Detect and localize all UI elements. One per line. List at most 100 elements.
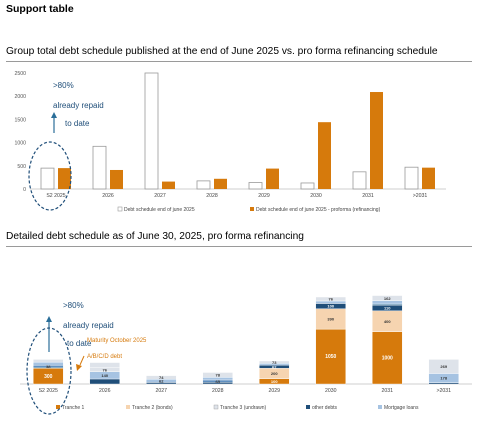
legend-swatch xyxy=(378,405,382,409)
stack-segment xyxy=(33,359,64,363)
x-tick-label: 2031 xyxy=(362,193,374,199)
bar-june-2025 xyxy=(352,171,367,190)
segment-label: 140 xyxy=(101,373,108,378)
x-tick-label: S2 2025 xyxy=(39,388,58,394)
segment-label: 65 xyxy=(216,379,221,384)
y-tick-label: 2000 xyxy=(14,94,26,100)
bar-june-2025 xyxy=(196,180,211,190)
segment-label: 76 xyxy=(329,297,334,302)
x-tick-label: 2028 xyxy=(206,193,218,199)
legend-swatch xyxy=(306,405,310,409)
segment-label: 300 xyxy=(44,374,53,380)
segment-label: 74 xyxy=(159,375,164,380)
segment-label: 200 xyxy=(271,371,278,376)
segment-label: 269 xyxy=(440,364,447,369)
annotation-pct: >80% xyxy=(53,81,74,90)
segment-label: 100 xyxy=(327,304,334,309)
y-tick-label: 500 xyxy=(17,164,26,170)
bar-june-2025 xyxy=(300,182,315,190)
segment-label: 162 xyxy=(384,296,391,301)
segment-label: 73 xyxy=(272,360,277,365)
legend-label: Tranche 3 (undrawn) xyxy=(220,405,267,411)
stack-segment xyxy=(146,375,177,380)
segment-label: 62 xyxy=(272,364,277,369)
bar-proforma xyxy=(214,178,227,189)
x-tick-label: 2026 xyxy=(102,193,114,199)
stack-segment xyxy=(372,295,403,301)
x-tick-label: >2031 xyxy=(413,193,428,199)
bar-proforma xyxy=(266,168,279,189)
annotation-dashed-ellipse xyxy=(26,327,72,415)
bar-proforma xyxy=(422,167,435,189)
segment-label: 1050 xyxy=(325,354,336,360)
bar-proforma xyxy=(318,122,331,189)
chart2-heading-rule xyxy=(6,246,472,247)
x-tick-label: 2030 xyxy=(325,388,337,394)
legend-swatch xyxy=(126,405,130,409)
stack-segment xyxy=(89,362,120,368)
segment-label: 390 xyxy=(327,317,334,322)
x-tick-label: 2027 xyxy=(155,388,167,394)
legend-label: other debts xyxy=(312,405,338,411)
legend-label-june-2025: Debt schedule end of june 2025 xyxy=(124,207,195,213)
legend-swatch xyxy=(213,404,219,410)
stack-segment xyxy=(259,360,290,364)
bar-june-2025 xyxy=(144,72,159,190)
stack-segment xyxy=(372,331,403,385)
legend-label: Tranche 1 xyxy=(62,405,85,411)
x-tick-label: 2029 xyxy=(268,388,280,394)
legend-label: Tranche 2 (bonds) xyxy=(132,405,173,411)
stack-segment xyxy=(33,361,64,366)
stack-segment xyxy=(372,300,403,305)
segment-label: 1000 xyxy=(382,355,393,361)
annotation-maturity-arrow xyxy=(79,355,85,366)
segment-label: 76 xyxy=(103,367,108,372)
x-tick-label: 2030 xyxy=(310,193,322,199)
bar-proforma xyxy=(58,168,71,189)
stack-segment xyxy=(315,296,346,302)
bar-june-2025 xyxy=(248,182,263,190)
stack-segment xyxy=(315,328,346,385)
legend-label: Mortgage loans xyxy=(384,405,419,411)
annotation-already-repaid: already repaid xyxy=(63,321,114,330)
chart2-heading: Detailed debt schedule as of June 30, 20… xyxy=(6,231,304,242)
annotation-arrow-head xyxy=(46,316,52,322)
stack-segment xyxy=(428,359,459,374)
legend-swatch-proforma xyxy=(250,207,254,211)
annotation-to-date: to date xyxy=(67,339,92,348)
chart1-heading-rule xyxy=(6,61,472,62)
y-tick-label: 2500 xyxy=(14,71,26,77)
annotation-already-repaid: already repaid xyxy=(53,101,104,110)
annotation-debt: A/B/C/D debt xyxy=(87,354,122,360)
annotation-maturity-arrow-head xyxy=(76,364,82,371)
stack-segment xyxy=(202,377,233,381)
bar-proforma xyxy=(162,181,175,189)
bar-proforma xyxy=(110,169,123,189)
y-tick-label: 0 xyxy=(23,187,26,193)
legend-swatch xyxy=(56,405,60,409)
x-tick-label: 2027 xyxy=(154,193,166,199)
segment-label: 400 xyxy=(384,319,391,324)
segment-label: 110 xyxy=(384,306,391,311)
bar-june-2025 xyxy=(404,166,419,190)
segment-label: 78 xyxy=(216,373,221,378)
bar-june-2025 xyxy=(40,167,55,190)
segment-label: 178 xyxy=(440,376,447,381)
legend-swatch-june-2025 xyxy=(117,206,123,212)
y-tick-label: 1500 xyxy=(14,117,26,123)
bar-june-2025 xyxy=(92,145,107,190)
stack-segment xyxy=(89,378,120,385)
page-title: Support table xyxy=(6,3,74,15)
annotation-arrow-head xyxy=(51,112,57,118)
annotation-maturity: Maturity October 2025 xyxy=(87,338,147,344)
segment-label: 62 xyxy=(159,378,164,383)
x-tick-label: 2029 xyxy=(258,193,270,199)
x-tick-label: >2031 xyxy=(436,388,451,394)
stack-segment xyxy=(202,372,233,378)
legend-label-proforma: Debt schedule end of june 2025 - proform… xyxy=(256,207,381,213)
x-tick-label: 2026 xyxy=(99,388,111,394)
annotation-to-date: to date xyxy=(65,119,90,128)
x-tick-label: S2 2025 xyxy=(46,193,65,199)
